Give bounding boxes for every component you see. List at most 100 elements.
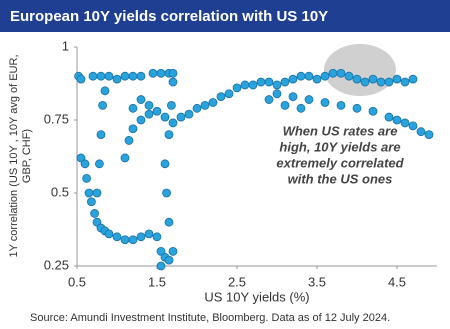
point (280, 101, 290, 110)
point (104, 229, 114, 239)
point (164, 130, 174, 140)
point (200, 101, 210, 110)
point (352, 74, 362, 84)
point (264, 77, 274, 87)
point (320, 71, 330, 81)
x-axis-title: US 10Y yields (%) (204, 289, 309, 304)
point (128, 71, 138, 81)
point (248, 80, 258, 90)
title-bar (0, 0, 450, 32)
point (384, 77, 394, 87)
point (256, 77, 266, 87)
point (82, 173, 91, 183)
point (288, 92, 298, 102)
point (176, 112, 186, 122)
point (304, 71, 314, 81)
point (208, 98, 218, 107)
point (400, 77, 410, 87)
point (166, 101, 176, 110)
point (160, 112, 170, 122)
point (144, 109, 154, 119)
point (296, 71, 306, 81)
point (128, 103, 138, 113)
point (96, 71, 106, 81)
source: Source: Amundi Investment Institute, Blo… (30, 312, 390, 324)
y-tick-label: 0.5 (51, 184, 69, 199)
point (95, 159, 104, 169)
point (168, 77, 178, 87)
point (156, 68, 166, 78)
point (124, 136, 134, 145)
point (144, 229, 154, 239)
x-tick-label: 0.5 (68, 274, 86, 289)
point (120, 153, 130, 163)
point (280, 77, 290, 87)
chart-title: European 10Y yields correlation with US … (10, 8, 328, 25)
point (164, 255, 174, 265)
y-axis-title-line: GBP, CHF) (21, 129, 33, 183)
point (304, 95, 314, 104)
point (168, 246, 178, 256)
point (400, 118, 410, 128)
point (216, 92, 226, 102)
point (320, 98, 330, 107)
point (112, 74, 122, 84)
point (104, 71, 114, 81)
point (128, 124, 138, 134)
point (160, 159, 170, 169)
point (156, 261, 166, 271)
point (136, 71, 146, 81)
point (100, 86, 110, 96)
point (120, 235, 130, 245)
point (408, 121, 418, 131)
point (84, 188, 94, 198)
point (76, 74, 86, 84)
point (408, 74, 418, 84)
point (88, 71, 98, 81)
point (184, 109, 194, 119)
point (384, 112, 394, 122)
point (136, 232, 146, 242)
point (312, 74, 322, 84)
point (168, 68, 178, 78)
y-tick-label: 0.25 (44, 257, 69, 272)
point (328, 68, 338, 78)
point (352, 103, 362, 113)
point (264, 95, 274, 104)
annotation-line: When US rates are (283, 123, 398, 138)
point (424, 130, 434, 140)
point (368, 106, 378, 116)
point (152, 232, 162, 242)
point (344, 71, 354, 81)
annotation-line: extremely correlated (276, 155, 404, 170)
point (164, 217, 174, 227)
point (368, 74, 378, 84)
point (416, 127, 426, 137)
point (224, 89, 234, 99)
point (296, 103, 306, 113)
y-tick-label: 0.75 (44, 111, 69, 126)
y-axis-title: 1Y correlation (US 10Y , 10Y avg of EUR,… (8, 54, 33, 257)
x-tick-label: 3.5 (308, 274, 326, 289)
point (98, 101, 107, 110)
y-axis-title-line: 1Y correlation (US 10Y , 10Y avg of EUR, (8, 54, 20, 257)
x-tick-label: 1.5 (148, 274, 166, 289)
point (144, 101, 154, 110)
point (120, 71, 130, 81)
point (288, 74, 298, 84)
annotation-line: with the US ones (288, 171, 393, 186)
point (148, 68, 158, 78)
point (360, 77, 370, 87)
point (136, 115, 146, 125)
point (232, 83, 242, 93)
point (272, 89, 282, 99)
x-tick-label: 2.5 (228, 274, 246, 289)
point (96, 130, 106, 140)
point (272, 80, 282, 90)
point (240, 80, 250, 90)
point (336, 68, 346, 78)
point (80, 159, 90, 169)
point (192, 103, 202, 113)
